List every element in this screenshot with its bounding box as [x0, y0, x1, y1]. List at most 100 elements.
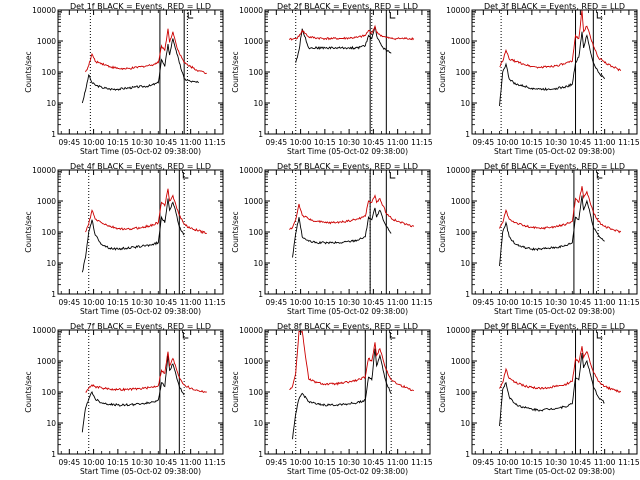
x-tick-label: 10:00 [83, 458, 105, 467]
x-tick-label: 09:45 [59, 298, 81, 307]
x-tick-label: 11:00 [387, 458, 409, 467]
x-tick-label: 10:30 [131, 458, 153, 467]
lld-series-line [85, 28, 207, 75]
chart-panel-7: 1 10 100 1000 10000 09:45 10:00 10:15 10:30 10:45… [24, 322, 226, 476]
y-tick-label: 10000 [239, 326, 263, 335]
chart-title: Det 8f BLACK = Events, RED = LLD [277, 322, 418, 331]
y-tick-label: 100 [42, 68, 57, 77]
x-axis-label: Start Time (05-Oct-02 09:38:00) [494, 307, 615, 316]
x-tick-label: 11:00 [594, 458, 616, 467]
y-tick-label: 100 [249, 388, 264, 397]
x-tick-label: 10:15 [521, 298, 543, 307]
x-tick-label: 11:15 [618, 138, 640, 147]
y-tick-label: 10 [253, 99, 263, 108]
y-tick-label: 1 [258, 450, 263, 459]
lld-series-line [85, 351, 207, 393]
y-tick-label: 1000 [37, 37, 56, 46]
x-axis-label: Start Time (05-Oct-02 09:38:00) [287, 467, 408, 476]
chart-title: Det 2f BLACK = Events, RED = LLD [277, 2, 418, 11]
x-tick-label: 11:15 [618, 298, 640, 307]
y-tick-label: 1 [51, 290, 56, 299]
x-tick-label: 10:45 [156, 298, 178, 307]
x-tick-label: 10:00 [290, 138, 312, 147]
x-tick-label: 11:15 [411, 138, 433, 147]
x-tick-label: 10:30 [131, 138, 153, 147]
chart-title: Det 9f BLACK = Events, RED = LLD [484, 322, 625, 331]
chart-title: Det 4f BLACK = Events, RED = LLD [70, 162, 211, 171]
events-series-line [81, 38, 199, 104]
x-tick-label: 10:30 [338, 138, 360, 147]
chart-title: Det 7f BLACK = Events, RED = LLD [70, 322, 211, 331]
y-axis-label: Counts/sec [438, 51, 447, 92]
chart-title: Det 6f BLACK = Events, RED = LLD [484, 162, 625, 171]
chart-panel-6: 1 10 100 1000 10000 09:45 10:00 10:15 10:30 10:45… [438, 162, 640, 316]
lld-flag-glyph [389, 172, 396, 179]
x-axis-label: Start Time (05-Oct-02 09:38:00) [80, 147, 201, 156]
y-tick-label: 10000 [32, 166, 56, 175]
x-tick-label: 11:00 [180, 138, 202, 147]
x-tick-label: 10:30 [338, 458, 360, 467]
y-tick-label: 100 [456, 388, 471, 397]
y-tick-label: 1000 [451, 197, 470, 206]
x-tick-label: 10:15 [521, 458, 543, 467]
y-tick-label: 100 [42, 388, 57, 397]
y-tick-label: 1000 [244, 357, 263, 366]
y-tick-label: 1 [51, 130, 56, 139]
x-tick-label: 10:45 [156, 458, 178, 467]
x-tick-label: 10:45 [570, 458, 592, 467]
events-series-line [292, 207, 392, 258]
x-tick-label: 10:45 [363, 138, 385, 147]
y-axis-label: Counts/sec [24, 51, 33, 92]
x-tick-label: 11:15 [411, 298, 433, 307]
x-tick-label: 10:45 [156, 138, 178, 147]
y-tick-label: 1000 [451, 357, 470, 366]
chart-panel-1: 1 10 100 1000 10000 09:45 10:00 10:15 10:30 10:45… [24, 2, 226, 156]
y-axis-label: Counts/sec [231, 371, 240, 412]
x-tick-label: 10:15 [521, 138, 543, 147]
y-tick-label: 10 [46, 419, 56, 428]
x-tick-label: 11:00 [387, 138, 409, 147]
x-tick-label: 10:00 [497, 298, 519, 307]
x-tick-label: 09:45 [266, 298, 288, 307]
events-series-line [499, 353, 605, 427]
chart-panel-3: 1 10 100 1000 10000 09:45 10:00 10:15 10:30 10:45… [438, 2, 640, 156]
y-tick-label: 100 [249, 68, 264, 77]
lld-flag-glyph [182, 332, 189, 339]
x-tick-label: 10:45 [570, 298, 592, 307]
x-tick-label: 10:00 [83, 138, 105, 147]
x-tick-label: 11:00 [180, 458, 202, 467]
x-axis-label: Start Time (05-Oct-02 09:38:00) [287, 307, 408, 316]
x-tick-label: 10:15 [314, 138, 336, 147]
x-tick-label: 10:30 [545, 458, 567, 467]
y-axis-label: Counts/sec [231, 51, 240, 92]
y-tick-label: 1000 [37, 197, 56, 206]
x-tick-label: 10:30 [545, 138, 567, 147]
x-tick-label: 10:00 [83, 298, 105, 307]
y-tick-label: 10000 [32, 6, 56, 15]
x-tick-label: 10:00 [497, 458, 519, 467]
x-axis-label: Start Time (05-Oct-02 09:38:00) [287, 147, 408, 156]
x-tick-label: 09:45 [266, 138, 288, 147]
y-tick-label: 10000 [446, 326, 470, 335]
x-tick-label: 11:00 [594, 298, 616, 307]
lld-series-line [499, 186, 622, 234]
x-tick-label: 11:00 [387, 298, 409, 307]
x-tick-label: 10:30 [545, 298, 567, 307]
y-tick-label: 10 [46, 259, 56, 268]
y-axis-label: Counts/sec [24, 211, 33, 252]
y-tick-label: 10 [460, 99, 470, 108]
x-tick-label: 09:45 [59, 138, 81, 147]
x-axis-label: Start Time (05-Oct-02 09:38:00) [494, 467, 615, 476]
x-tick-label: 09:45 [266, 458, 288, 467]
lld-series-line [499, 346, 622, 393]
lld-series-line [85, 188, 207, 235]
lld-series-line [288, 24, 415, 41]
y-tick-label: 100 [42, 228, 57, 237]
y-tick-label: 10 [253, 419, 263, 428]
y-axis-label: Counts/sec [438, 211, 447, 252]
x-tick-label: 10:15 [314, 298, 336, 307]
chart-title: Det 1f BLACK = Events, RED = LLD [70, 2, 211, 11]
x-tick-label: 10:45 [363, 458, 385, 467]
y-tick-label: 10000 [32, 326, 56, 335]
